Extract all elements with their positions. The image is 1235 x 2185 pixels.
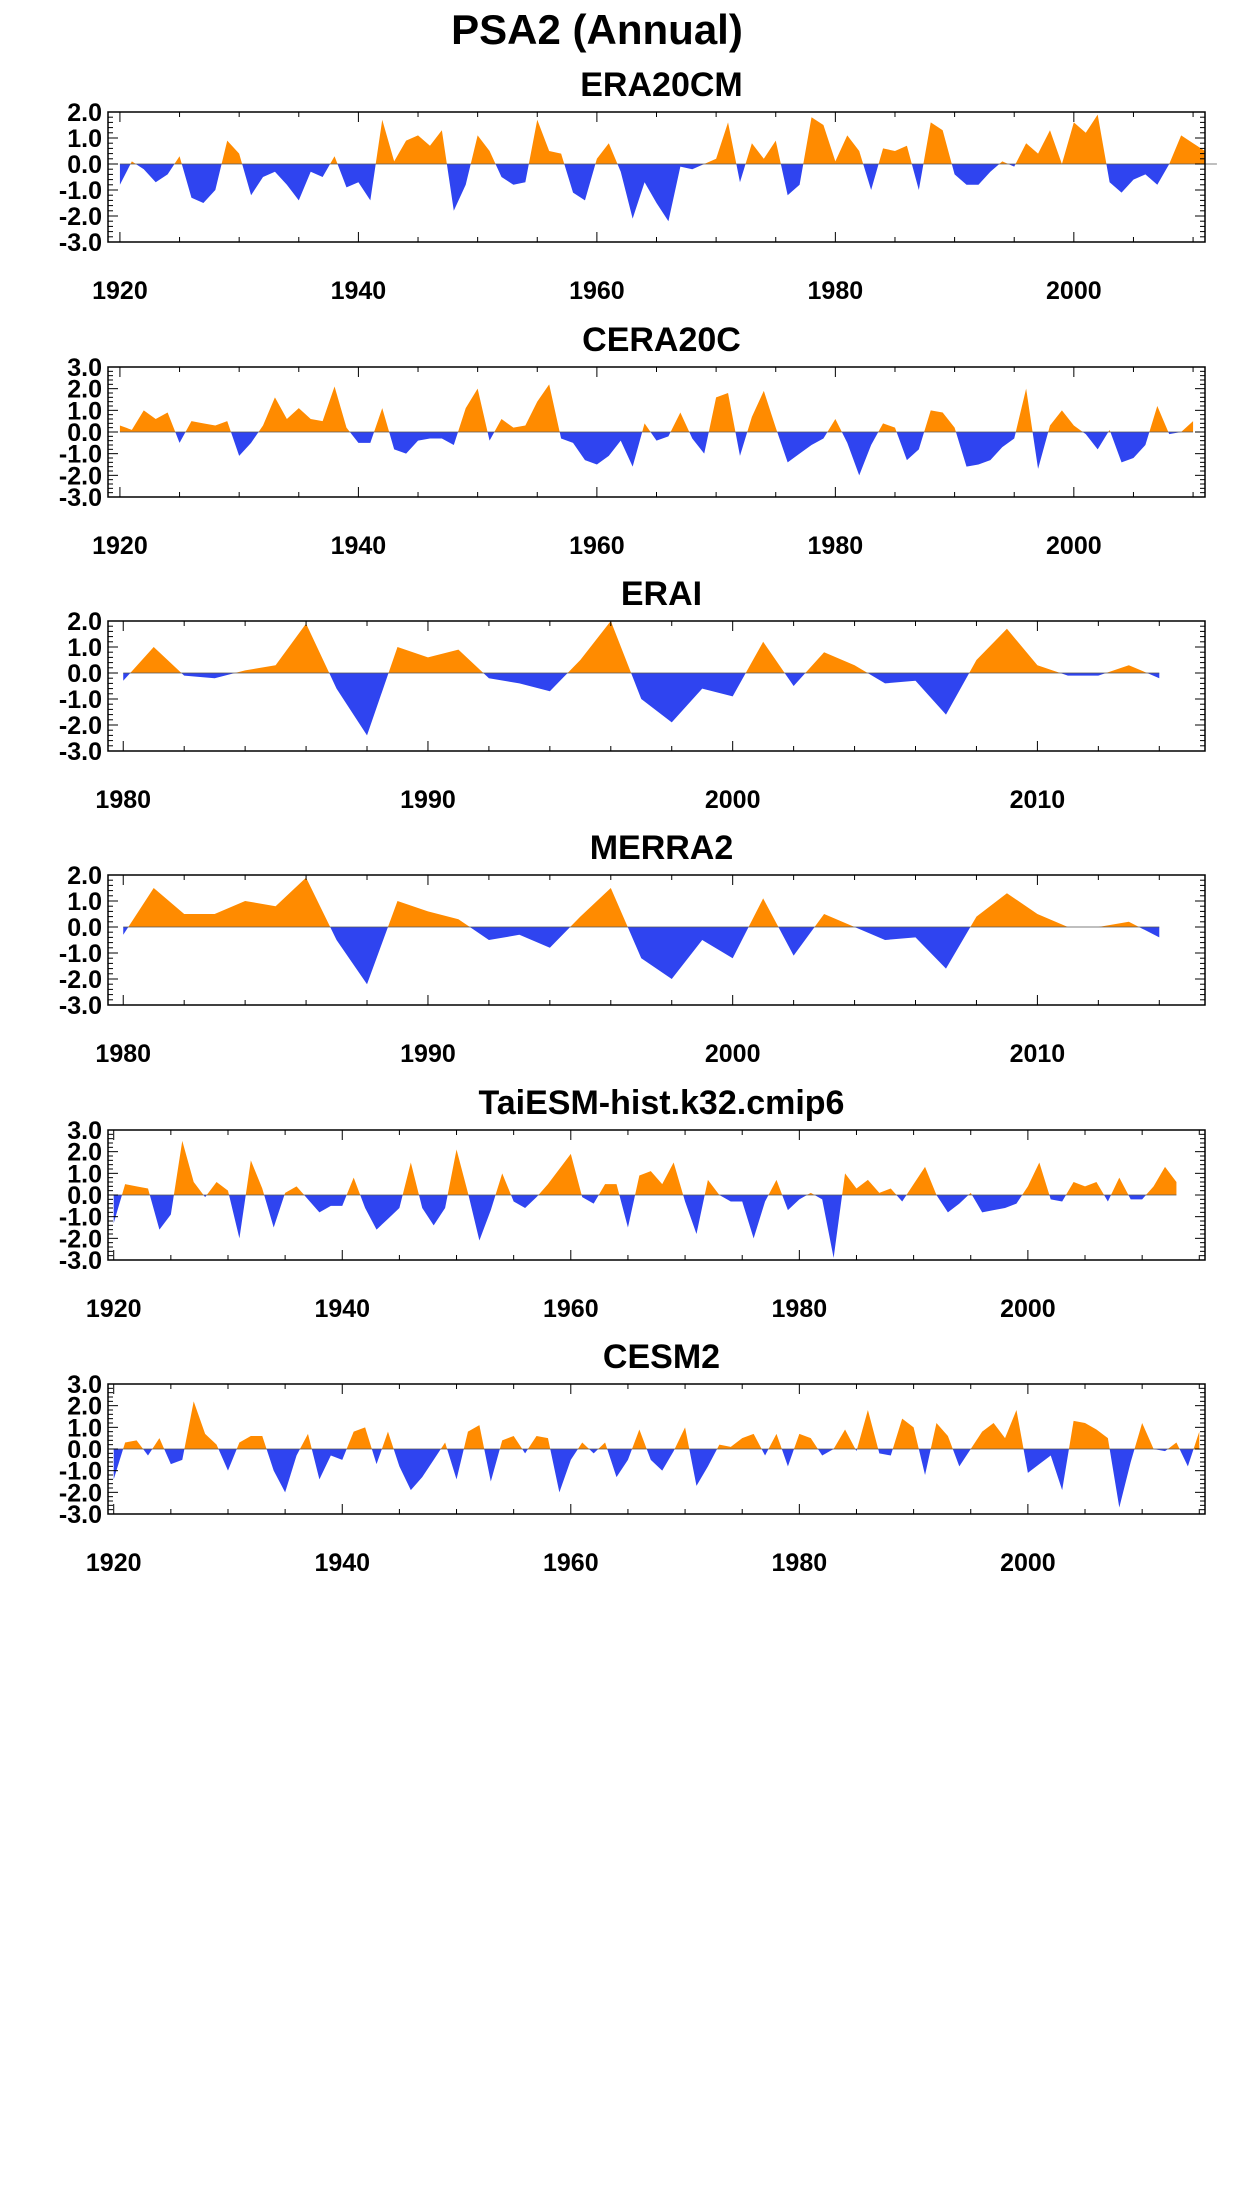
y-tick-label: 0.0	[67, 660, 102, 688]
x-tick-label: 1980	[772, 1549, 828, 1577]
y-tick-label: 2.0	[67, 376, 102, 404]
x-tick-label: 1960	[543, 1295, 599, 1323]
x-tick-label: 1940	[314, 1549, 370, 1577]
y-tick-label: 3.0	[67, 1371, 102, 1399]
x-tick-label: 1980	[808, 532, 864, 560]
x-tick-label: 1920	[92, 532, 148, 560]
y-tick-label: 1.0	[67, 125, 102, 153]
negative-anomaly-area	[123, 927, 1160, 985]
x-tick-label: 1940	[331, 277, 387, 305]
x-tick-label: 1920	[86, 1549, 142, 1577]
y-tick-label: 2.0	[67, 862, 102, 890]
y-tick-label: -3.0	[59, 229, 102, 257]
x-tick-label: 2000	[705, 1040, 761, 1068]
y-tick-label: 0.0	[67, 419, 102, 447]
plot-frame	[107, 620, 1206, 752]
y-tick-label: -2.0	[59, 966, 102, 994]
x-tick-label: 2000	[1000, 1549, 1056, 1577]
panel-title: CERA20C	[582, 321, 741, 359]
y-tick-label: -2.0	[59, 1479, 102, 1507]
y-tick-label: 0.0	[67, 914, 102, 942]
y-tick-label: -3.0	[59, 1247, 102, 1275]
panel-1: ERA20CM 2.01.00.0-1.0-2.0-3.0 1920 1940 1960…	[59, 66, 1217, 305]
y-tick-label: -1.0	[59, 177, 102, 205]
x-tick-label: 1960	[543, 1549, 599, 1577]
negative-anomaly-area	[113, 1195, 1177, 1258]
y-tick-label: 1.0	[67, 397, 102, 425]
y-tick-label: 2.0	[67, 1393, 102, 1421]
x-tick-label: 1980	[808, 277, 864, 305]
y-tick-label: -2.0	[59, 1225, 102, 1253]
y-tick-label: -1.0	[59, 1458, 102, 1486]
x-tick-label: 1960	[569, 532, 625, 560]
x-tick-label: 1990	[400, 786, 456, 814]
positive-anomaly-area	[119, 384, 1194, 432]
panel-5: TaiESM-hist.k32.cmip6 3.02.01.00.0-1.0-2.…	[59, 1084, 1206, 1323]
x-tick-label: 2000	[705, 786, 761, 814]
y-tick-label: -1.0	[59, 940, 102, 968]
y-tick-label: 1.0	[67, 888, 102, 916]
y-tick-label: 1.0	[67, 1414, 102, 1442]
positive-anomaly-area	[119, 114, 1205, 164]
y-tick-label: 3.0	[67, 354, 102, 382]
figure-title: PSA2 (Annual)	[451, 6, 743, 53]
y-tick-label: -1.0	[59, 686, 102, 714]
x-tick-label: 2000	[1046, 532, 1102, 560]
panel-2: CERA20C 3.02.01.00.0-1.0-2.0-3.0 1920 1940 1…	[59, 321, 1206, 560]
x-tick-label: 1920	[86, 1295, 142, 1323]
y-tick-label: 0.0	[67, 1182, 102, 1210]
y-tick-label: 2.0	[67, 99, 102, 127]
y-tick-label: 2.0	[67, 1139, 102, 1167]
panel-title: ERA20CM	[580, 66, 742, 104]
panel-6: CESM2 3.02.01.00.0-1.0-2.0-3.0 1920 1940 196…	[59, 1338, 1206, 1577]
x-tick-label: 1990	[400, 1040, 456, 1068]
y-tick-label: -1.0	[59, 441, 102, 469]
x-tick-label: 1920	[92, 277, 148, 305]
x-tick-label: 2000	[1000, 1295, 1056, 1323]
positive-anomaly-area	[123, 877, 1160, 927]
panel-title: TaiESM-hist.k32.cmip6	[479, 1084, 845, 1122]
positive-anomaly-area	[113, 1140, 1177, 1195]
x-tick-label: 1960	[569, 277, 625, 305]
plot-frame	[107, 874, 1206, 1006]
x-tick-label: 2010	[1010, 786, 1066, 814]
y-tick-label: -2.0	[59, 462, 102, 490]
x-tick-label: 1940	[314, 1295, 370, 1323]
panel-title: CESM2	[603, 1338, 720, 1376]
panel-4: MERRA2 2.01.00.0-1.0-2.0-3.0 1980 1990 2000 2…	[59, 829, 1206, 1068]
y-tick-label: -3.0	[59, 738, 102, 766]
x-tick-label: 2010	[1010, 1040, 1066, 1068]
negative-anomaly-area	[119, 432, 1194, 476]
negative-anomaly-area	[113, 1449, 1200, 1508]
x-tick-label: 1980	[95, 786, 151, 814]
x-tick-label: 2000	[1046, 277, 1102, 305]
negative-anomaly-area	[123, 673, 1160, 736]
panel-3: ERAI 2.01.00.0-1.0-2.0-3.0 1980 1990 2000 201…	[59, 575, 1206, 814]
y-tick-label: 1.0	[67, 634, 102, 662]
positive-anomaly-area	[113, 1401, 1200, 1449]
y-tick-label: -2.0	[59, 203, 102, 231]
x-tick-label: 1940	[331, 532, 387, 560]
y-tick-label: -3.0	[59, 1501, 102, 1529]
x-tick-label: 1980	[95, 1040, 151, 1068]
y-tick-label: 3.0	[67, 1117, 102, 1145]
panel-title: ERAI	[621, 575, 702, 613]
panel-title: MERRA2	[590, 829, 734, 867]
y-tick-label: 0.0	[67, 151, 102, 179]
y-tick-label: 0.0	[67, 1436, 102, 1464]
y-tick-label: 1.0	[67, 1160, 102, 1188]
y-tick-label: -3.0	[59, 992, 102, 1020]
y-tick-label: -1.0	[59, 1204, 102, 1232]
x-tick-label: 1980	[772, 1295, 828, 1323]
y-tick-label: 2.0	[67, 608, 102, 636]
y-tick-label: -2.0	[59, 712, 102, 740]
negative-anomaly-area	[119, 164, 1205, 222]
y-tick-label: -3.0	[59, 484, 102, 512]
